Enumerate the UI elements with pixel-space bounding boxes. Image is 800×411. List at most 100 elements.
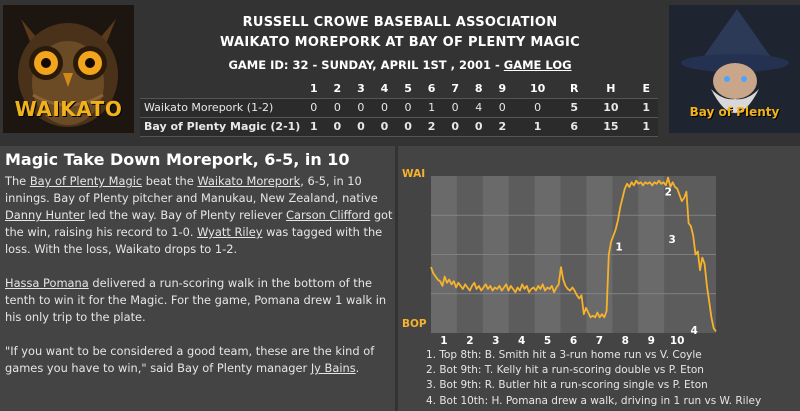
player-link[interactable]: Wyatt Riley xyxy=(197,225,263,239)
matchup-title: WAIKATO MOREPORK AT BAY OF PLENTY MAGIC xyxy=(220,35,580,50)
owl-icon xyxy=(3,5,134,133)
win-probability-chart: 1 2 3 4 5 6 7 8 9 10 1 2 3 4 xyxy=(430,176,717,346)
recap-text: got the win, raising his record to 1-0. xyxy=(5,208,393,239)
player-link[interactable]: Hassa Pomana xyxy=(5,276,89,290)
inning-score: 2 xyxy=(498,120,507,133)
inning-score: 0 xyxy=(310,101,318,114)
recap-paragraph: The Bay of Plenty Magic beat the Waikato… xyxy=(5,173,393,258)
recap-text: beat the xyxy=(142,174,198,188)
inning-score: 2 xyxy=(427,120,436,133)
inning-tick-label: 7 xyxy=(596,335,603,346)
waikato-logo-text: WAIKATO xyxy=(14,97,123,121)
player-link[interactable]: Carson Clifford xyxy=(286,208,371,222)
runs-header: R xyxy=(570,81,579,95)
linescore-row-away: Waikato Morepork (1-2) 0 0 0 0 0 1 0 4 0… xyxy=(140,98,658,117)
column-header: 3 xyxy=(357,81,365,95)
inning-score: 1 xyxy=(428,101,436,114)
inning-tick-label: 2 xyxy=(466,335,473,346)
inning-tick-label: 6 xyxy=(570,335,577,346)
column-header: 8 xyxy=(474,81,483,95)
inning-tick-label: 10 xyxy=(670,335,685,346)
game-info-text: GAME ID: 32 - SUNDAY, APRIL 1ST , 2001 - xyxy=(228,58,504,72)
total-errors: 1 xyxy=(642,120,651,133)
linescore-table: 1 2 3 4 5 6 7 8 9 10 R H E Waikato Morep… xyxy=(140,79,658,137)
recap-headline: Magic Take Down Morepork, 6-5, in 10 xyxy=(5,150,350,169)
inning-score: 0 xyxy=(498,101,506,114)
inning-score: 0 xyxy=(451,101,459,114)
column-header: 2 xyxy=(333,81,342,95)
inning-score: 0 xyxy=(380,120,389,133)
inning-tick-label: 9 xyxy=(648,335,655,346)
inning-score: 0 xyxy=(404,120,412,133)
wizard-icon xyxy=(669,5,800,133)
key-event-marker: 1 xyxy=(615,242,622,254)
game-header: WAIKATO RUSSELL CROWE BASEBALL ASSOCIATI… xyxy=(0,0,800,143)
player-link[interactable]: Danny Hunter xyxy=(5,208,85,222)
away-label: WAI xyxy=(402,168,426,180)
total-runs: 6 xyxy=(570,120,579,133)
inning-score: 1 xyxy=(533,120,542,133)
key-event-marker: 4 xyxy=(691,325,698,337)
key-events-list: 1. Top 8th: B. Smith hit a 3-run home ru… xyxy=(426,348,761,409)
key-event: 3. Bot 9th: R. Butler hit a run-scoring … xyxy=(426,379,708,392)
inning-score: 1 xyxy=(309,120,318,133)
team-link[interactable]: Waikato Morepork xyxy=(197,174,301,188)
column-header: 9 xyxy=(498,81,507,95)
team-name[interactable]: Waikato Morepork (1-2) xyxy=(144,101,274,114)
key-event-marker: 2 xyxy=(665,187,672,199)
linescore-header-row: 1 2 3 4 5 6 7 8 9 10 R H E xyxy=(140,79,658,98)
inning-score: 0 xyxy=(357,101,365,114)
key-event-marker: 3 xyxy=(668,234,675,246)
column-header: 10 xyxy=(529,81,546,95)
linescore-row-home: Bay of Plenty Magic (2-1) 1 0 0 0 0 2 0 … xyxy=(140,117,658,136)
recap-paragraph: Hassa Pomana delivered a run-scoring wal… xyxy=(5,275,393,326)
inning-tick-label: 4 xyxy=(518,335,525,346)
bay-of-plenty-logo-text: Bay of Plenty xyxy=(689,105,780,119)
inning-tick-label: 8 xyxy=(622,335,629,346)
inning-tick-label: 1 xyxy=(440,335,447,346)
recap-text: "If you want to be considered a good tea… xyxy=(5,344,375,375)
recap-text: , 6-5, in 10 innings. Bay of Plenty pitc… xyxy=(5,174,378,205)
total-runs: 5 xyxy=(570,101,579,114)
inning-tick-label: 5 xyxy=(544,335,551,346)
win-probability-panel: 1 2 3 4 5 6 7 8 9 10 1 2 3 4 WAI BOP 1. Top 8th: B. S… xyxy=(398,146,800,411)
manager-link[interactable]: Jy Bains xyxy=(310,361,356,375)
game-recap: Magic Take Down Morepork, 6-5, in 10 The… xyxy=(0,146,395,411)
inning-tick-label: 3 xyxy=(492,335,499,346)
inning-score: 0 xyxy=(534,101,542,114)
recap-text: . xyxy=(355,361,360,375)
total-errors: 1 xyxy=(642,101,651,114)
key-event: 4. Bot 10th: H. Pomana drew a walk, driv… xyxy=(426,394,762,407)
bay-of-plenty-logo[interactable]: Bay of Plenty xyxy=(669,5,800,133)
column-header: 1 xyxy=(309,81,318,95)
home-label: BOP xyxy=(402,318,427,330)
team-name[interactable]: Bay of Plenty Magic (2-1) xyxy=(144,120,301,133)
game-info: GAME ID: 32 - SUNDAY, APRIL 1ST , 2001 -… xyxy=(180,58,620,72)
recap-paragraph: "If you want to be considered a good tea… xyxy=(5,343,393,377)
win-probability-line xyxy=(430,176,717,332)
recap-story: The Bay of Plenty Magic beat the Waikato… xyxy=(5,173,393,394)
column-header: 6 xyxy=(427,81,436,95)
team-link[interactable]: Bay of Plenty Magic xyxy=(29,174,143,188)
inning-score: 0 xyxy=(380,101,388,114)
recap-text: was tagged with the loss. With the loss,… xyxy=(5,225,383,256)
inning-score: 0 xyxy=(474,120,483,133)
column-header: 5 xyxy=(404,81,412,95)
key-event: 2. Bot 9th: T. Kelly hit a run-scoring d… xyxy=(426,364,704,377)
waikato-logo[interactable]: WAIKATO xyxy=(3,5,134,133)
inning-score: 0 xyxy=(404,101,412,114)
inning-score: 0 xyxy=(357,120,365,133)
key-event: 1. Top 8th: B. Smith hit a 3-run home ru… xyxy=(426,349,702,361)
total-hits: 10 xyxy=(603,101,619,114)
inning-score: 0 xyxy=(333,101,341,114)
column-header: 4 xyxy=(380,81,389,95)
column-header: 7 xyxy=(451,81,459,95)
inning-score: 0 xyxy=(451,120,459,133)
total-hits: 15 xyxy=(603,120,619,133)
errors-header: E xyxy=(642,81,650,95)
team-column-header xyxy=(140,79,302,98)
inning-score: 4 xyxy=(475,101,483,114)
game-log-link[interactable]: GAME LOG xyxy=(503,58,572,72)
association-title: RUSSELL CROWE BASEBALL ASSOCIATION xyxy=(242,15,558,30)
recap-text: led the way. Bay of Plenty reliever xyxy=(84,208,287,222)
